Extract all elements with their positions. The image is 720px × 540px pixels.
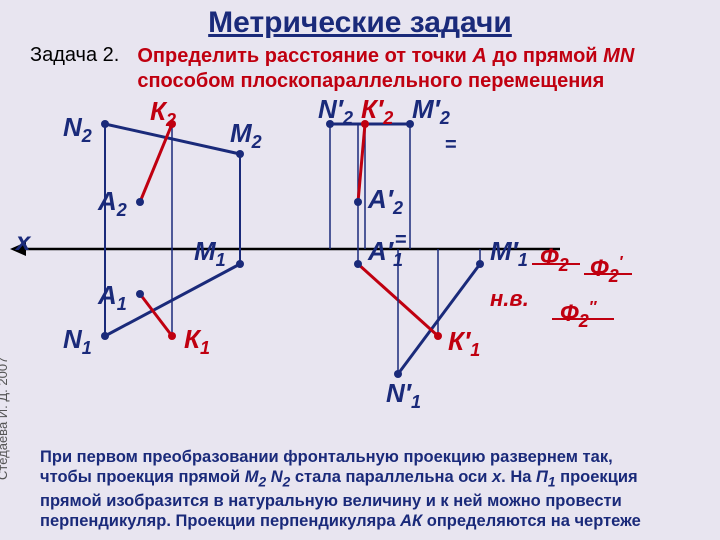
label-M1: M1 (194, 236, 226, 271)
cap-4a: перпендикуляр. Проекции перпендикуляра (40, 512, 400, 530)
cap-2f: стала параллельна оси (290, 468, 492, 486)
task-A: А (472, 45, 486, 67)
cap-2g: x (492, 468, 501, 486)
cap-3: прямой изобразится в натуральную величин… (40, 492, 622, 510)
eq-mark-2: = (395, 229, 407, 252)
task-number: Задача 2. (30, 44, 119, 94)
page-title: Метрические задачи (0, 0, 720, 40)
cap-2i: П (536, 468, 548, 486)
cap-4c: определяются на чертеже (422, 512, 641, 530)
label-A2p: A′2 (368, 184, 403, 219)
nv-label: н.в. (490, 286, 529, 312)
phi-p2p: Ф2′ (590, 254, 623, 287)
label-N1: N1 (63, 324, 92, 359)
label-M2p: M′2 (412, 94, 450, 129)
phi-p2: Ф2 (540, 244, 569, 276)
label-M1p: M′1 (490, 236, 528, 271)
caption: При первом преобразовании фронтальную пр… (40, 447, 708, 532)
cap-2c: 2 (258, 475, 266, 490)
label-K1p: К′1 (448, 326, 480, 361)
cap-2a: чтобы проекция прямой (40, 468, 245, 486)
label-K2p: К′2 (361, 94, 393, 129)
cap-2b: М (245, 468, 259, 486)
task-MN: MN (603, 45, 634, 67)
label-A2: A2 (98, 186, 127, 221)
diagram: x N2К2M2A2M1A1К1N1N′2К′2M′2A′2A′1M′1К′1N… (0, 94, 720, 434)
side-credit: Стедаева И. Д. 2007 (0, 357, 10, 480)
label-K1: К1 (184, 324, 210, 359)
label-A1: A1 (98, 280, 127, 315)
cap-4b: АК (400, 512, 422, 530)
task-l1a: Определить расстояние от точки (137, 45, 472, 67)
label-K2: К2 (150, 96, 176, 131)
label-M2: M2 (230, 118, 262, 153)
cap-1: При первом преобразовании фронтальную пр… (40, 448, 613, 466)
label-N1p: N′1 (386, 378, 421, 413)
cap-2j: 1 (548, 475, 556, 490)
task-text: Определить расстояние от точки А до прям… (137, 44, 634, 94)
cap-2h: . На (501, 468, 536, 486)
axis-x-label: x (16, 226, 30, 257)
phi-p2pp: Ф2″ (560, 299, 596, 332)
cap-2d: N (266, 468, 283, 486)
task-l1b: до прямой (487, 45, 603, 67)
label-N2p: N′2 (318, 94, 353, 129)
task-l2: способом плоскопараллельного перемещения (137, 70, 604, 92)
cap-2k: проекция (556, 468, 638, 486)
task-row: Задача 2. Определить расстояние от точки… (0, 40, 720, 94)
eq-mark-1: = (445, 134, 457, 157)
label-N2: N2 (63, 112, 92, 147)
